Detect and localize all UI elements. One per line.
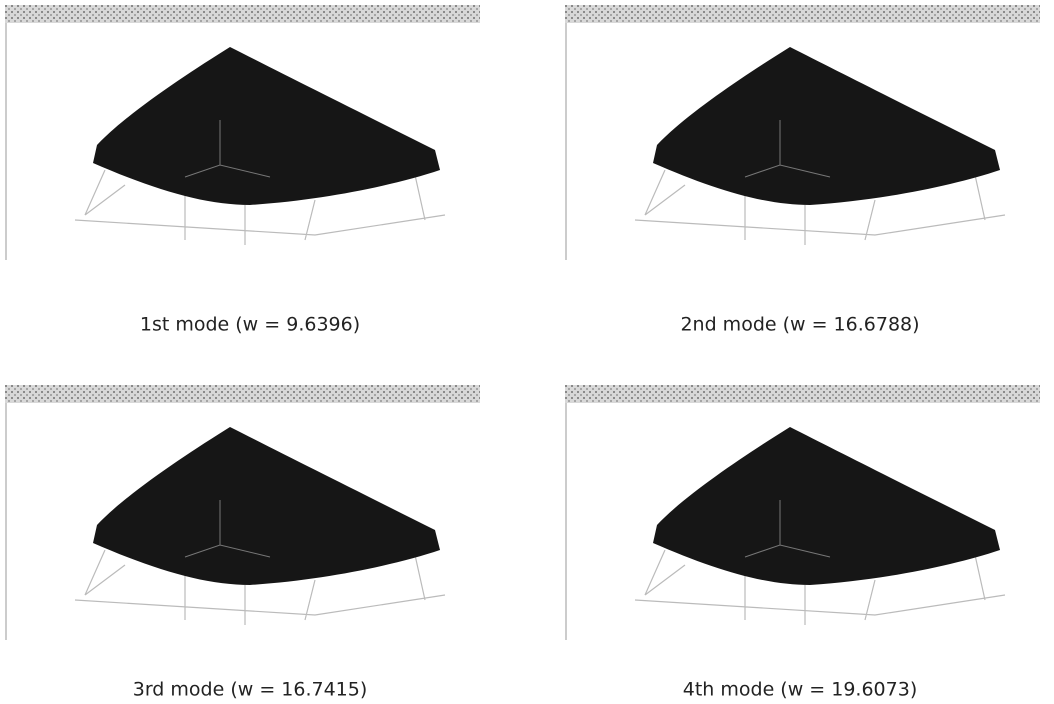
title-bar [5, 385, 480, 403]
screenshot-panel: 4th mode (w = 19.6073) [565, 385, 1040, 701]
membrane-surface [653, 427, 1000, 585]
title-bar [5, 5, 480, 23]
title-bar [565, 5, 1040, 23]
title-bar [565, 385, 1040, 403]
figure: 1st mode (w = 9.6396) 2nd mode (w = 16.67… [0, 0, 1054, 704]
screenshot-panel: 1st mode (w = 9.6396) [5, 5, 480, 336]
membrane-surface [93, 47, 440, 205]
panel-caption: 4th mode (w = 19.6073) [683, 679, 917, 701]
membrane-surface [653, 47, 1000, 205]
panel-caption: 1st mode (w = 9.6396) [140, 314, 360, 336]
screenshot-panel: 2nd mode (w = 16.6788) [565, 5, 1040, 336]
panel-caption: 2nd mode (w = 16.6788) [680, 314, 919, 336]
screenshot-panel: 3rd mode (w = 16.7415) [5, 385, 480, 701]
panel-caption: 3rd mode (w = 16.7415) [133, 679, 368, 701]
membrane-surface [93, 427, 440, 585]
